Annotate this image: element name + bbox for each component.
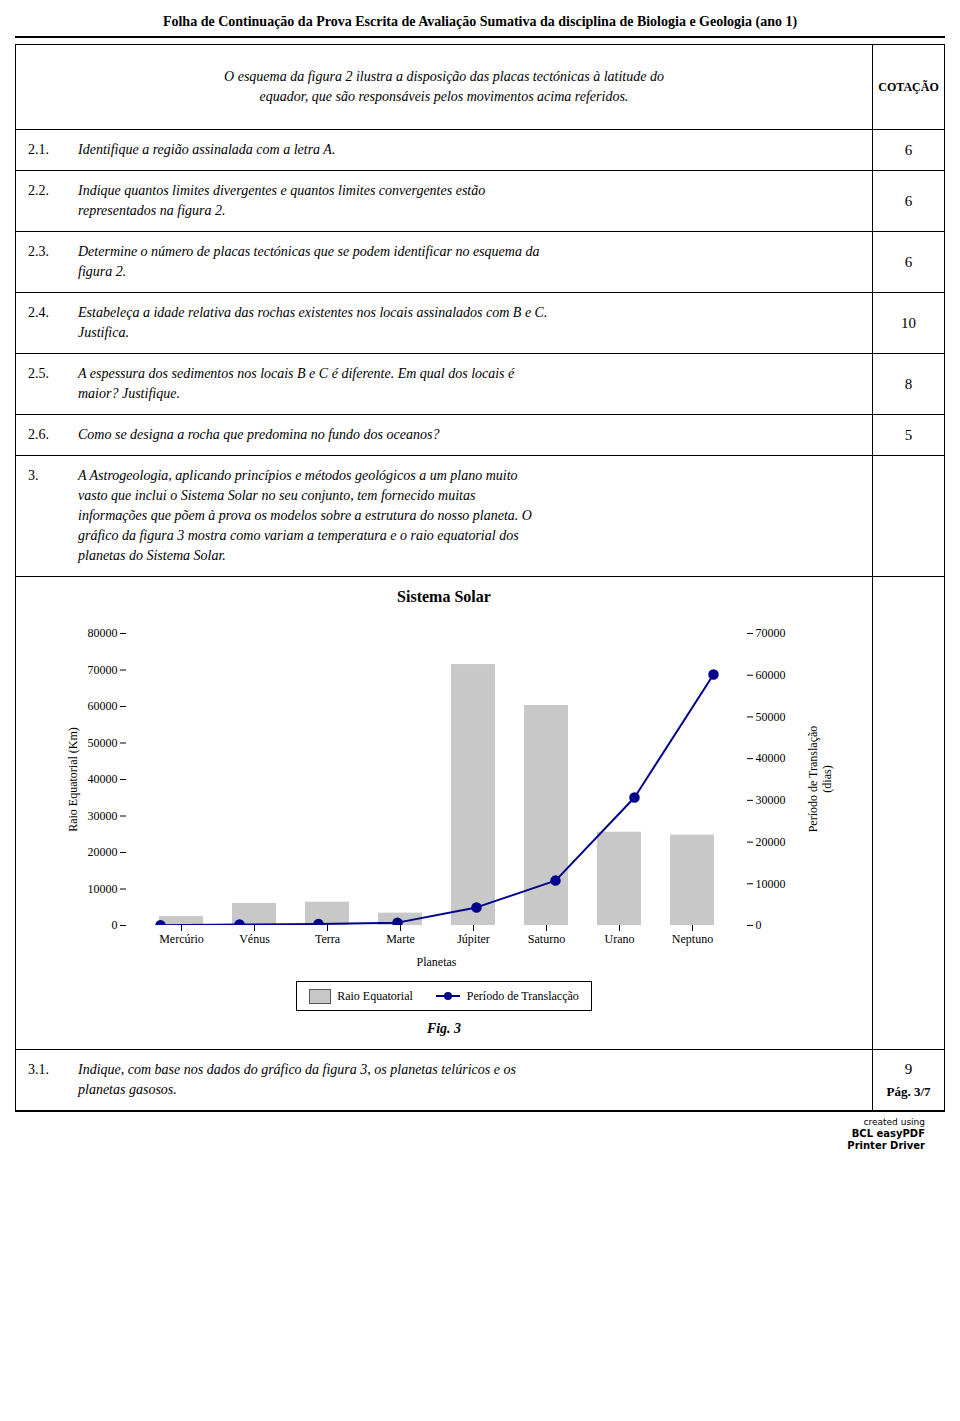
svg-text:40000: 40000	[88, 772, 118, 786]
html-text:BCL easyPDF: BCL easyPDF	[851, 1128, 925, 1139]
html-text:maior? Justifique.: maior? Justifique.	[78, 386, 180, 401]
svg-text:10000: 10000	[756, 877, 786, 891]
html-text:A Astrogeologia, aplicando pri: A Astrogeologia, aplicando princípios e …	[78, 468, 518, 483]
html-text:representados na figura 2.: representados na figura 2.	[78, 203, 226, 218]
html-text:Estabeleça a idade relativa da: Estabeleça a idade relativa das rochas e…	[78, 305, 548, 320]
svg-text:70000: 70000	[88, 663, 118, 677]
html-text:2.5.: 2.5.	[28, 366, 49, 381]
svg-text:10000: 10000	[88, 882, 118, 896]
html-text:6: 6	[904, 253, 913, 270]
html-text:Justifica.: Justifica.	[78, 325, 129, 340]
html-text:10: 10	[901, 314, 916, 331]
svg-text:60000: 60000	[88, 699, 118, 713]
svg-text:0: 0	[756, 918, 762, 932]
svg-text:20000: 20000	[756, 835, 786, 849]
svg-text:Terra: Terra	[315, 932, 341, 946]
svg-text:20000: 20000	[88, 845, 118, 859]
svg-text:30000: 30000	[88, 809, 118, 823]
html-text:3.1.: 3.1.	[28, 1062, 49, 1077]
html-text:Indique quantos limites diverg: Indique quantos limites divergentes e qu…	[78, 183, 486, 198]
html-text:Sistema Solar: Sistema Solar	[397, 588, 491, 605]
svg-text:60000: 60000	[756, 668, 786, 682]
svg-text:Mercúrio: Mercúrio	[159, 932, 204, 946]
html-text:created using: created using	[863, 1117, 925, 1127]
svg-text:Planetas: Planetas	[417, 955, 457, 969]
svg-text:Júpiter: Júpiter	[457, 932, 490, 946]
html-text:Fig. 3: Fig. 3	[426, 1021, 462, 1036]
html-text:gráfico da figura 3 mostra com: gráfico da figura 3 mostra como variam a…	[78, 528, 519, 543]
html-text:Printer Driver: Printer Driver	[847, 1140, 925, 1151]
html-text:6: 6	[904, 141, 913, 158]
html-text:O esquema da figura 2 ilustra: O esquema da figura 2 ilustra a disposiç…	[224, 69, 664, 84]
html-text:Pág. 3/7: Pág. 3/7	[886, 1083, 931, 1099]
svg-text:Urano: Urano	[605, 932, 635, 946]
svg-text:50000: 50000	[756, 710, 786, 724]
svg-text:Marte: Marte	[386, 932, 415, 946]
html-text:informações que põem à prova o: informações que põem à prova os modelos …	[78, 508, 532, 523]
svg-text:30000: 30000	[756, 793, 786, 807]
html-text:2.4.: 2.4.	[28, 305, 49, 320]
svg-text:Neptuno: Neptuno	[672, 932, 713, 946]
html-text:2.1.: 2.1.	[28, 142, 49, 157]
html-text:6: 6	[904, 192, 913, 209]
html-text:Período de Translacção: Período de Translacção	[466, 989, 579, 1003]
html-text:3.: 3.	[28, 468, 39, 483]
svg-text:70000: 70000	[756, 626, 786, 640]
html-text:Como se designa a rocha que pr: Como se designa a rocha que predomina no…	[78, 427, 440, 442]
html-text:equador, que são responsáveis: equador, que são responsáveis pelos movi…	[259, 89, 629, 104]
html-text:planetas gasosos.: planetas gasosos.	[78, 1082, 177, 1097]
html-text:8: 8	[904, 375, 913, 392]
svg-text:Vénus: Vénus	[239, 932, 270, 946]
svg-text:Saturno: Saturno	[528, 932, 565, 946]
html-text:Raio Equatorial: Raio Equatorial	[337, 989, 413, 1003]
html-text:Indique, com base nos dados do: Indique, com base nos dados do gráfico d…	[78, 1062, 516, 1077]
svg-text:50000: 50000	[88, 736, 118, 750]
html-text:planetas do Sistema Solar.: planetas do Sistema Solar.	[78, 548, 226, 563]
html-text:COTAÇÃO: COTAÇÃO	[878, 79, 939, 94]
html-text:9: 9	[904, 1060, 913, 1077]
html-text:(dias): (dias)	[820, 765, 834, 793]
html-text:figura 2.: figura 2.	[78, 264, 127, 279]
html-text:Identifique a região assinalad: Identifique a região assinalada com a le…	[78, 142, 336, 157]
html-text:vasto que inclui o Sistema Sol: vasto que inclui o Sistema Solar no seu …	[78, 488, 476, 503]
svg-text:Raio Equatorial (Km): Raio Equatorial (Km)	[66, 727, 80, 832]
html-text:Período de Translação: Período de Translação	[806, 725, 820, 833]
html-text:Folha de Continuação da Prova: Folha de Continuação da Prova Escrita de…	[162, 14, 798, 29]
svg-text:0: 0	[112, 918, 118, 932]
svg-text:80000: 80000	[88, 626, 118, 640]
html-text:2.2.: 2.2.	[28, 183, 49, 198]
svg-text:40000: 40000	[756, 751, 786, 765]
html-text:2.3.: 2.3.	[28, 244, 49, 259]
html-text:Determine o número de placas t: Determine o número de placas tectónicas …	[78, 244, 540, 259]
html-text:5: 5	[904, 426, 913, 443]
html-text:2.6.: 2.6.	[28, 427, 49, 442]
html-text:A espessura dos sedimentos nos: A espessura dos sedimentos nos locais B …	[78, 366, 515, 381]
